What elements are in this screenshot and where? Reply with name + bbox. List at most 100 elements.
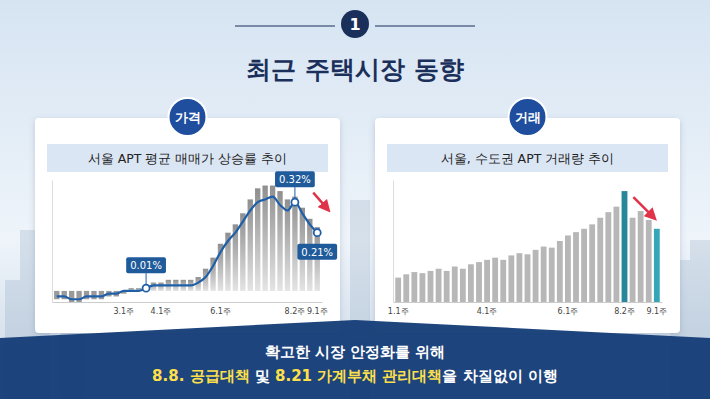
- bar: [452, 267, 458, 302]
- annotation-connector: [294, 187, 295, 198]
- bar: [517, 253, 523, 302]
- annotation-text: 0.01%: [130, 260, 162, 271]
- bar: [525, 254, 531, 302]
- panel-header: [47, 144, 328, 172]
- line: [57, 197, 317, 300]
- x-tick-label: 4.1주: [477, 307, 498, 316]
- annotation-text: 0.21%: [301, 247, 333, 258]
- bar: [500, 260, 506, 302]
- annotation-text: 0.32%: [279, 174, 311, 185]
- bar: [557, 241, 563, 302]
- bar: [69, 291, 74, 302]
- x-tick: 6.1주: [558, 302, 579, 316]
- plain-text: 을 차질없이 이행: [442, 367, 557, 385]
- x-tick-label: 6.1주: [558, 307, 579, 316]
- bar: [622, 191, 628, 302]
- plot-area: [395, 191, 659, 302]
- chart-panel: 서울, 수도권 APT 거래량 추이 거래 1.1주 4.1주 6.1주 8.2주 9.1주: [375, 98, 680, 333]
- panel-frame: [375, 118, 680, 333]
- annotation-box: [297, 244, 337, 260]
- header-badge: [341, 10, 369, 38]
- badge-text: 가격: [175, 110, 201, 125]
- x-tick: 4.1주: [477, 302, 498, 316]
- x-axis-line: [53, 302, 323, 303]
- x-tick: 3.1주: [113, 302, 134, 316]
- x-axis: 1.1주 4.1주 6.1주 8.2주 9.1주: [388, 302, 667, 316]
- bar: [508, 255, 514, 302]
- bar: [76, 291, 81, 302]
- annotation-box: [275, 171, 315, 187]
- x-axis-line: [394, 302, 663, 303]
- panel-frame: [35, 118, 340, 333]
- x-tick-label: 4.1주: [151, 307, 172, 316]
- bar: [630, 218, 636, 302]
- badge: [509, 98, 547, 136]
- bar: [581, 229, 587, 302]
- bar: [403, 274, 409, 302]
- bar: [565, 235, 571, 302]
- x-tick-label: 8.2주: [285, 307, 306, 316]
- panel-header: [387, 144, 668, 172]
- bar: [476, 262, 482, 302]
- bar: [654, 229, 660, 302]
- badge-text: 거래: [515, 110, 541, 125]
- bar: [436, 269, 442, 302]
- x-tick-label: 8.2주: [614, 307, 635, 316]
- bar: [468, 264, 474, 302]
- header-title: 최근 주택시장 동향: [246, 55, 463, 84]
- banner: [0, 320, 710, 399]
- bar: [605, 212, 611, 302]
- x-tick-label: 3.1주: [113, 307, 134, 316]
- y-axis: [52, 181, 53, 303]
- bar: [638, 211, 644, 302]
- header-rule: [375, 26, 475, 27]
- badge: [169, 98, 207, 136]
- bar: [54, 291, 59, 299]
- highlight-text: 8.8. 공급대책: [152, 367, 250, 385]
- bar: [614, 207, 620, 302]
- x-tick: 8.2주: [285, 302, 306, 316]
- bar: [91, 291, 96, 299]
- annotation-label: 0.01%: [126, 257, 166, 273]
- bar: [573, 232, 579, 302]
- banner-line1: 확고한 시장 안정화를 위해: [265, 343, 446, 361]
- bar: [533, 250, 539, 302]
- bar: [646, 220, 652, 302]
- bar: [158, 283, 163, 291]
- y-axis-line: [52, 181, 53, 303]
- bar: [395, 278, 401, 302]
- page: 1 최근 주택시장 동향서울 APT 평균 매매가 상승률 추이 가격 3.1주 4.1…: [0, 0, 710, 399]
- annotation-marker: [291, 199, 298, 206]
- x-tick: 9.1주: [646, 302, 667, 316]
- x-axis: 3.1주 4.1주 6.1주 8.2주9.1주: [53, 302, 328, 316]
- chart-title: 서울, 수도권 APT 거래량 추이: [441, 151, 615, 166]
- annotation-connector: [146, 273, 147, 284]
- background: [0, 0, 710, 399]
- bar: [460, 269, 466, 302]
- y-axis-line: [393, 181, 394, 303]
- header-number: 1: [349, 15, 360, 34]
- x-tick: 9.1주: [307, 302, 328, 316]
- bar: [143, 285, 148, 291]
- chart-title: 서울 APT 평균 매매가 상승률 추이: [88, 151, 288, 166]
- bar: [589, 224, 595, 302]
- bar: [597, 218, 603, 302]
- y-axis: [393, 181, 394, 303]
- x-tick-label: 9.1주: [646, 307, 667, 316]
- bar: [428, 271, 434, 302]
- bar: [262, 186, 267, 291]
- x-tick-label: 1.1주: [388, 307, 409, 316]
- x-tick-label: 6.1주: [210, 307, 231, 316]
- bar: [270, 186, 275, 291]
- annotation-label: 0.32%: [275, 171, 315, 187]
- highlight-text: 8.21 가계부채 관리대책: [275, 367, 442, 385]
- bar: [444, 271, 450, 302]
- plain-text: 및: [250, 367, 275, 385]
- bar: [420, 273, 426, 302]
- x-tick-label: 9.1주: [307, 307, 328, 316]
- annotation-label: 0.21%: [297, 244, 337, 260]
- annotation-marker: [314, 229, 321, 236]
- header-rule: [235, 26, 335, 27]
- bar: [411, 272, 417, 302]
- bar: [484, 260, 490, 302]
